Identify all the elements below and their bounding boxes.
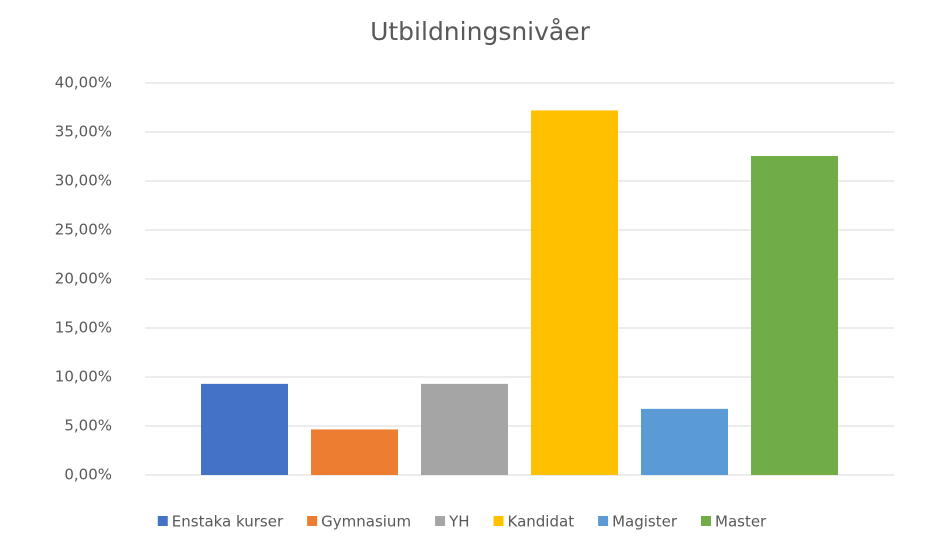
legend-label: Magister bbox=[612, 513, 678, 531]
legend-label: Kandidat bbox=[508, 513, 575, 531]
chart-title: Utbildningsnivåer bbox=[370, 17, 591, 46]
legend-swatch bbox=[493, 516, 504, 526]
legend-swatch bbox=[701, 516, 711, 526]
y-tick-label: 25,00% bbox=[55, 221, 112, 239]
y-tick-label: 10,00% bbox=[55, 368, 112, 386]
y-tick-label: 30,00% bbox=[55, 172, 112, 190]
legend-label: Enstaka kurser bbox=[172, 513, 284, 531]
legend-swatch bbox=[435, 516, 446, 526]
legend-label: Master bbox=[715, 513, 767, 531]
y-tick-label: 5,00% bbox=[64, 417, 112, 435]
bar bbox=[751, 156, 838, 475]
y-tick-label: 35,00% bbox=[55, 123, 112, 141]
bar bbox=[531, 110, 618, 475]
bar bbox=[421, 383, 508, 475]
bar bbox=[641, 408, 728, 475]
y-tick-label: 20,00% bbox=[55, 270, 112, 288]
y-tick-label: 15,00% bbox=[55, 319, 112, 337]
legend-swatch bbox=[157, 516, 168, 526]
legend-swatch bbox=[598, 516, 609, 526]
legend-swatch bbox=[307, 516, 318, 526]
bar bbox=[201, 383, 288, 475]
legend-label: Gymnasium bbox=[321, 513, 411, 531]
legend-label: YH bbox=[448, 513, 469, 531]
bar bbox=[311, 429, 398, 475]
y-tick-label: 40,00% bbox=[55, 74, 112, 92]
y-tick-label: 0,00% bbox=[64, 466, 112, 484]
